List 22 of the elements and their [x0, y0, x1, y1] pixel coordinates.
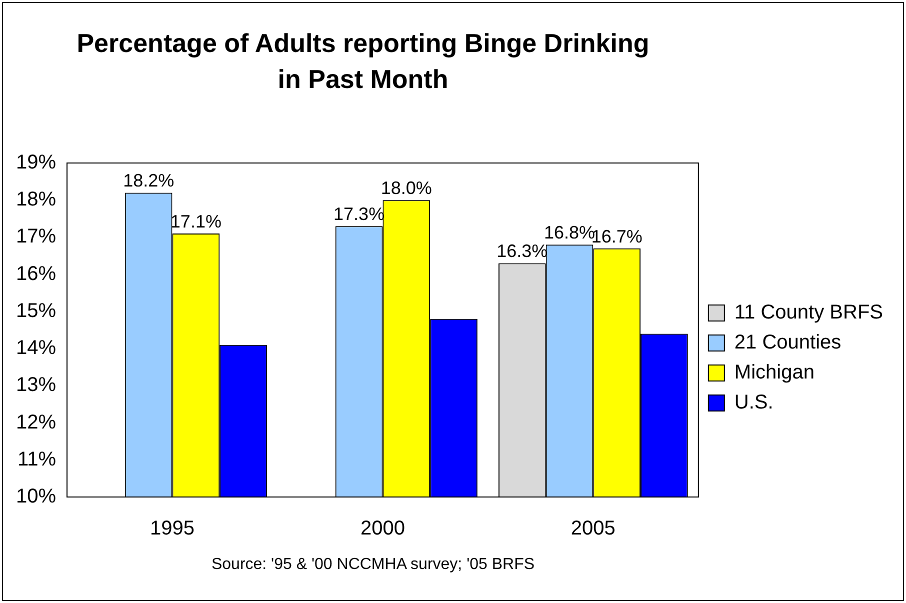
data-label: 17.1% — [170, 211, 222, 232]
y-tick-label: 10% — [16, 486, 56, 508]
y-tick-label: 14% — [16, 337, 56, 360]
y-tick-label: 13% — [16, 374, 56, 396]
source-note: Source: '95 & '00 NCCMHA survey; '05 BRFS — [210, 556, 536, 574]
y-tick-label: 18% — [16, 188, 56, 211]
data-label: 18.0% — [380, 178, 432, 198]
y-tick-label: 19% — [16, 152, 56, 174]
y-tick-label: 16% — [16, 262, 56, 285]
legend-label: 21 Counties — [734, 332, 842, 354]
legend-label: Michigan — [734, 362, 814, 384]
x-tick-label: 2005 — [570, 518, 616, 540]
legend-label: 11 County BRFS — [734, 302, 884, 324]
x-tick-label: 2000 — [360, 518, 405, 540]
y-tick-label: 15% — [16, 300, 56, 322]
chart-title: Percentage of Adults reporting Binge Drinking in Past Month — [76, 27, 650, 96]
y-tick-label: 17% — [16, 226, 56, 248]
y-tick-label: 11% — [17, 448, 56, 470]
x-tick-label: 1995 — [150, 518, 195, 540]
legend-label: U.S. — [734, 392, 774, 414]
data-label: 18.2% — [123, 170, 174, 191]
y-tick-label: 12% — [16, 411, 56, 434]
